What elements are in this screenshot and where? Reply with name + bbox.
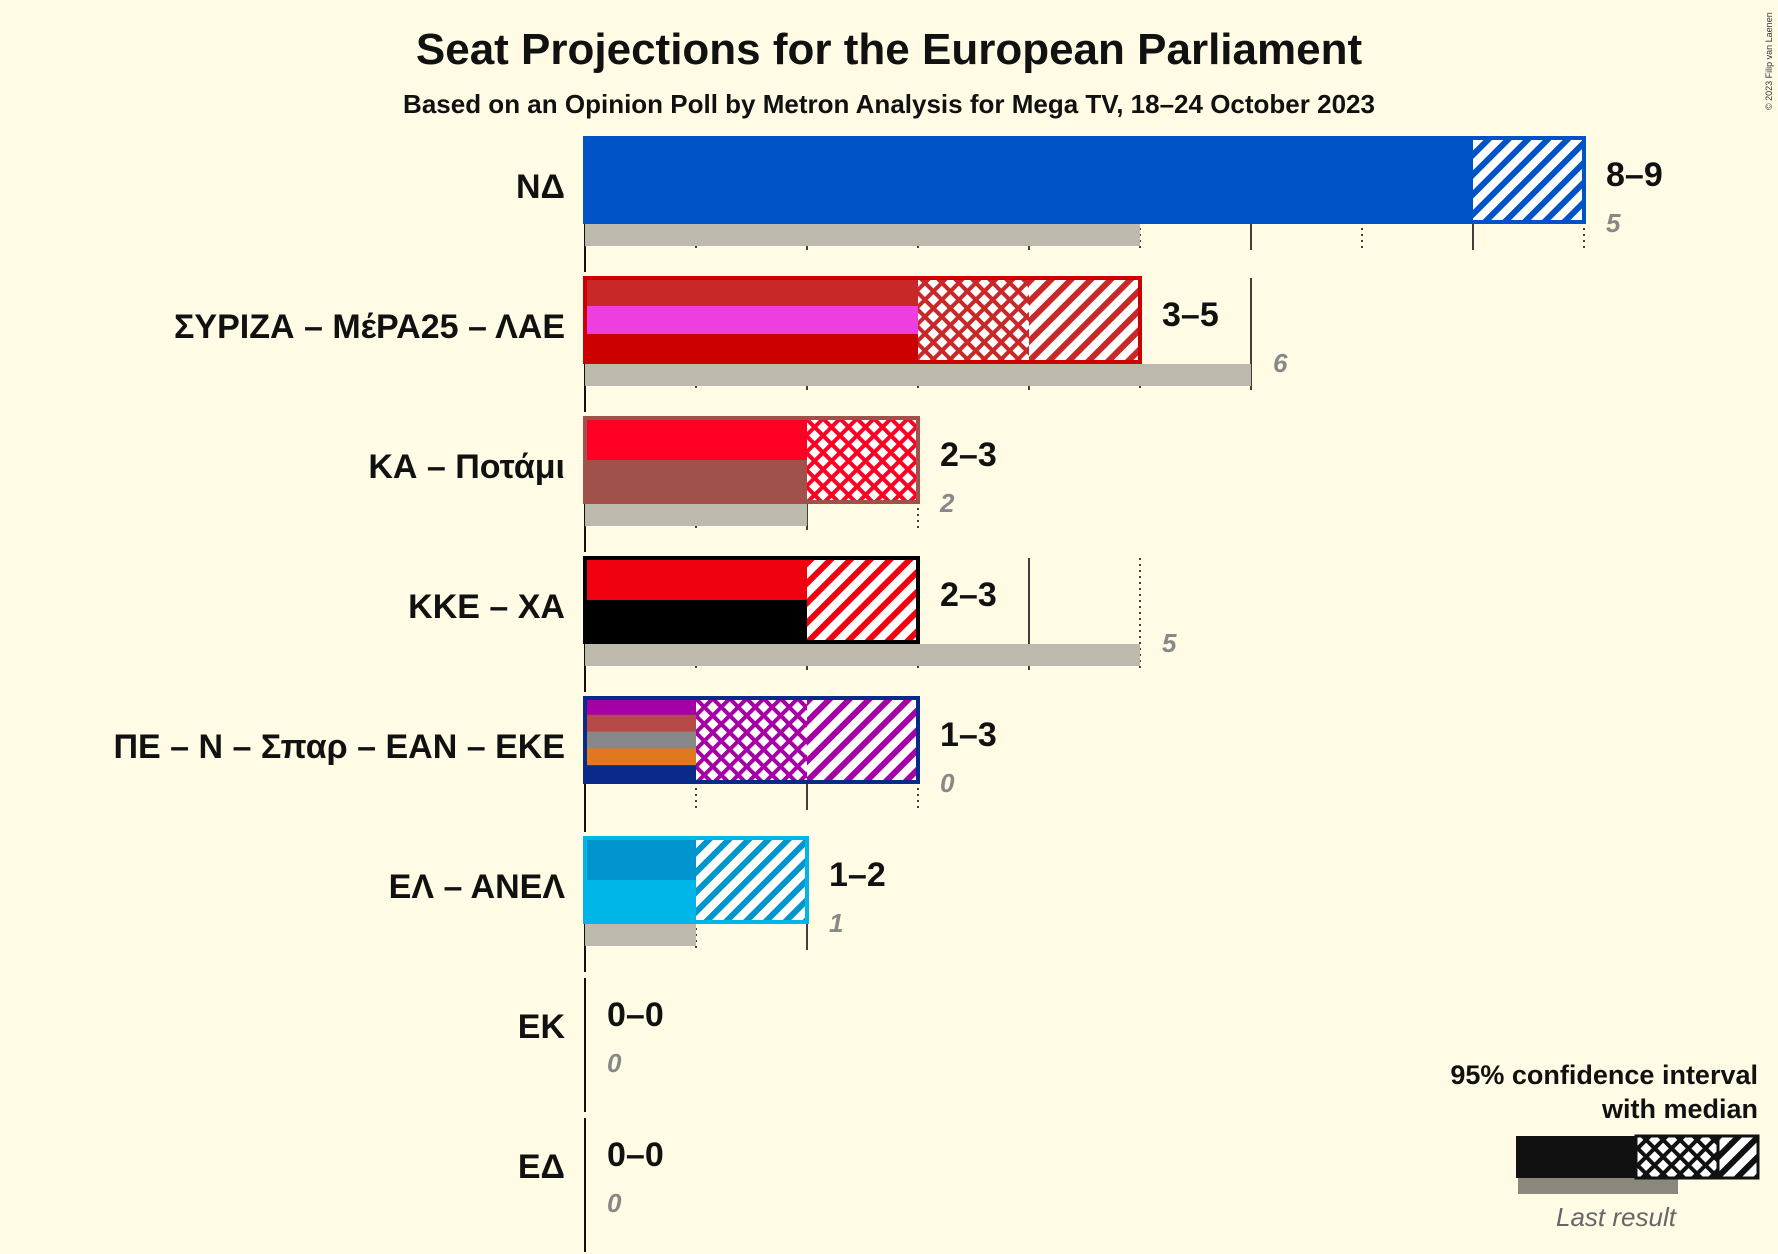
bar-solid-segment xyxy=(585,306,918,335)
bar-outline xyxy=(583,556,920,644)
bar-solid-segment xyxy=(585,748,696,766)
bar-median-segment xyxy=(918,278,1029,362)
range-label: 2–3 xyxy=(940,436,997,474)
last-result-bar xyxy=(585,504,807,526)
last-result-label: 0 xyxy=(940,768,955,798)
legend-upper-swatch xyxy=(1716,1134,1760,1180)
bar-outline xyxy=(583,136,1586,224)
bar-solid-segment xyxy=(585,460,807,503)
legend-solid-swatch xyxy=(1516,1136,1636,1178)
bar-upper-segment xyxy=(807,558,918,642)
bar-upper-segment xyxy=(696,838,807,922)
bar-solid-segment xyxy=(585,765,696,783)
legend-last-result-label: Last result xyxy=(1556,1202,1678,1232)
range-label: 1–3 xyxy=(940,716,997,754)
bar-solid-segment xyxy=(585,731,696,749)
copyright-text: © 2023 Filip van Laenen xyxy=(1764,12,1774,110)
bar-upper-segment xyxy=(1029,278,1140,362)
last-result-label: 0 xyxy=(607,1048,622,1078)
chart-rows: ΝΔ 8–9 5 ΣΥΡΙΖΑ – ΜέΡΑ25 – ΛΑΕ 3–5 6 ΚΑ – Ποτά… xyxy=(113,136,1663,1252)
last-result-bar xyxy=(585,924,696,946)
bar-solid-segment xyxy=(585,334,918,363)
bar-solid-segment xyxy=(585,838,696,881)
bar-outline xyxy=(583,836,809,924)
party-label: ΕΔ xyxy=(518,1148,565,1186)
bar-solid-segment xyxy=(585,558,807,601)
legend-median-swatch xyxy=(1634,1134,1720,1180)
bar-solid-segment xyxy=(585,698,696,716)
chart-title: Seat Projections for the European Parlia… xyxy=(416,25,1363,74)
party-label: ΕΚ xyxy=(518,1008,566,1046)
legend-line-2: with median xyxy=(1601,1094,1758,1124)
party-label: ΝΔ xyxy=(516,168,565,206)
last-result-bar xyxy=(585,644,1140,666)
party-label: ΣΥΡΙΖΑ – ΜέΡΑ25 – ΛΑΕ xyxy=(174,308,565,346)
last-result-label: 0 xyxy=(607,1188,622,1218)
last-result-label: 5 xyxy=(1162,628,1177,658)
last-result-label: 2 xyxy=(939,488,955,518)
last-result-bar xyxy=(585,224,1140,246)
party-label: ΚΚΕ – ΧΑ xyxy=(408,588,565,626)
range-label: 8–9 xyxy=(1606,156,1663,194)
last-result-label: 5 xyxy=(1606,208,1621,238)
bar-solid-segment xyxy=(585,600,807,643)
bar-upper-segment xyxy=(1473,138,1584,222)
bar-solid-segment xyxy=(585,278,918,307)
chart-subtitle: Based on an Opinion Poll by Metron Analy… xyxy=(403,89,1375,119)
party-label: ΕΛ – ΑΝΕΛ xyxy=(389,868,566,906)
bar-outline xyxy=(583,416,920,504)
range-label: 0–0 xyxy=(607,996,664,1034)
bar-outline xyxy=(583,696,920,784)
legend-line-1: 95% confidence interval xyxy=(1450,1060,1758,1090)
bar-median-segment xyxy=(696,698,807,782)
range-label: 2–3 xyxy=(940,576,997,614)
bar-median-segment xyxy=(807,418,918,502)
range-label: 1–2 xyxy=(829,856,886,894)
party-label: ΚΑ – Ποτάμι xyxy=(368,448,565,486)
bar-outline xyxy=(583,276,1142,364)
last-result-bar xyxy=(585,364,1251,386)
range-label: 0–0 xyxy=(607,1136,664,1174)
bar-solid-segment xyxy=(585,138,1473,223)
last-result-label: 1 xyxy=(829,908,843,938)
bar-solid-segment xyxy=(585,714,696,733)
bar-solid-segment xyxy=(585,418,807,461)
range-label: 3–5 xyxy=(1162,296,1219,334)
bar-solid-segment xyxy=(585,880,696,923)
legend: 95% confidence interval with median Last… xyxy=(1450,1060,1760,1232)
party-label: ΠΕ – Ν – Σπαρ – ΕΑΝ – ΕΚΕ xyxy=(113,728,565,766)
last-result-label: 6 xyxy=(1273,348,1288,378)
bar-upper-segment xyxy=(807,698,918,782)
